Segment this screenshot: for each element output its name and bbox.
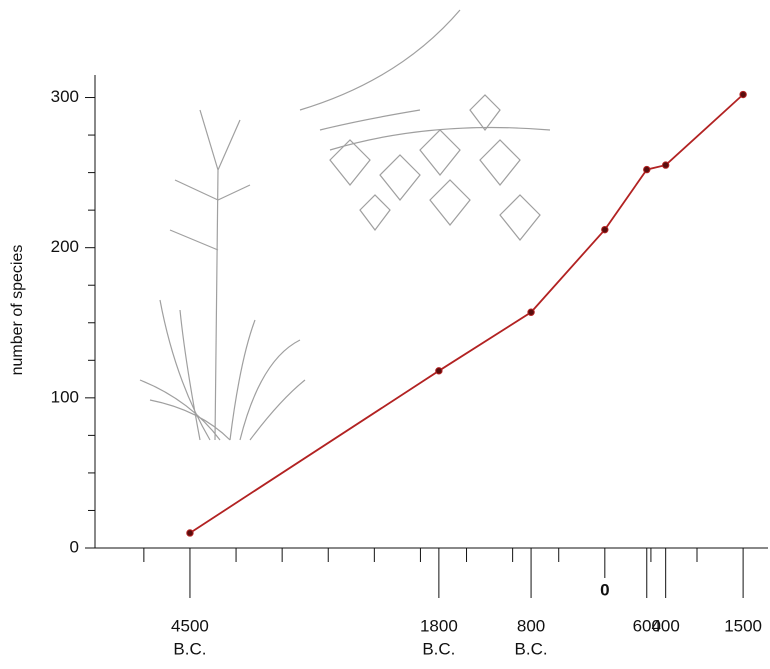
data-point [186, 529, 194, 537]
x-tick-label: 0 [600, 580, 609, 599]
x-tick-label: 400 [651, 616, 679, 635]
y-tick-label: 100 [51, 387, 79, 406]
x-tick-label: 1800 [420, 616, 458, 635]
data-point [739, 90, 747, 99]
x-tick-era: B.C. [515, 639, 548, 658]
x-tick-label: 4500 [171, 616, 209, 635]
data-point [643, 165, 651, 174]
data-line [189, 93, 744, 534]
x-tick-label: 1500 [724, 616, 762, 635]
data-point [661, 161, 670, 169]
x-tick-era: B.C. [173, 639, 206, 658]
y-tick-label: 300 [51, 87, 79, 106]
y-tick-label: 0 [70, 537, 79, 556]
data-point [435, 367, 443, 375]
data-point [527, 308, 535, 316]
y-axis-label: number of species [9, 245, 26, 376]
y-tick-label: 200 [51, 237, 79, 256]
x-tick-label: 800 [517, 616, 545, 635]
data-point [601, 225, 609, 234]
x-tick-era: B.C. [422, 639, 455, 658]
plant-illustration [139, 9, 551, 441]
x-tick-label: 600 [633, 616, 661, 635]
